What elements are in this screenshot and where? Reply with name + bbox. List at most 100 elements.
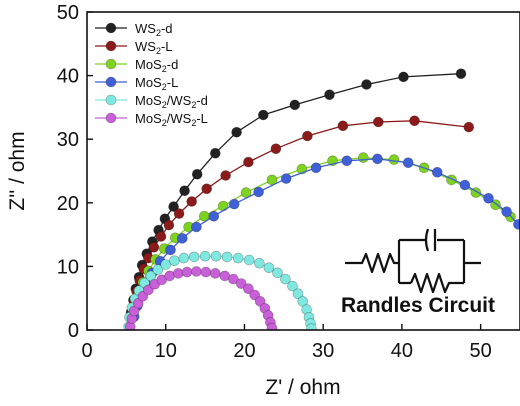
data-point (179, 185, 190, 196)
data-point (155, 231, 167, 242)
data-point (173, 268, 184, 279)
data-point (483, 193, 494, 204)
data-point (228, 273, 239, 285)
legend-label: MoS2/WS2-d (135, 93, 208, 110)
data-point (455, 68, 467, 79)
data-point (324, 89, 335, 100)
legend-label: MoS2/WS2-L (135, 111, 208, 128)
x-axis: 0 10 20 30 40 50 (81, 324, 492, 362)
x-tick-label: 50 (470, 340, 492, 362)
data-point (243, 283, 254, 295)
data-point (231, 126, 242, 138)
legend-marker (105, 40, 117, 52)
data-point (210, 250, 222, 262)
series-layer (123, 68, 520, 330)
y-tick-label: 40 (57, 66, 79, 88)
series-mos2-ws2-l (125, 266, 278, 330)
data-point (253, 186, 264, 198)
legend-marker (105, 94, 117, 106)
data-point (254, 257, 265, 269)
data-point (254, 296, 266, 307)
y-tick-label: 20 (57, 193, 79, 215)
data-point (501, 206, 512, 217)
data-point (145, 270, 157, 282)
y-tick-label: 30 (57, 129, 79, 151)
data-point (191, 266, 202, 277)
data-point (357, 152, 369, 163)
data-point (232, 252, 244, 264)
plot-frame (86, 11, 520, 331)
data-point (217, 200, 229, 212)
y-tick-label: 0 (68, 320, 79, 342)
data-point (302, 130, 313, 142)
data-point (163, 219, 175, 231)
data-point (165, 244, 176, 256)
data-point (459, 179, 471, 191)
x-tick-label: 20 (233, 340, 255, 362)
legend-item: WS2-d (95, 21, 173, 38)
data-point (201, 183, 212, 195)
x-tick-label: 10 (155, 340, 177, 362)
legend-label: WS2-d (135, 21, 173, 38)
data-point (199, 250, 211, 262)
legend-marker (105, 76, 117, 88)
data-point (236, 278, 247, 289)
data-point (361, 79, 372, 90)
data-point (513, 219, 520, 230)
data-point (402, 157, 414, 168)
data-point (263, 262, 275, 274)
data-point (337, 120, 349, 132)
data-point (177, 233, 188, 244)
legend-marker (105, 22, 117, 34)
y-axis-label: Z'' / ohm (6, 131, 29, 210)
legend-label: MoS2-L (135, 75, 178, 92)
data-point (289, 99, 301, 111)
y-tick-label: 50 (57, 2, 79, 24)
resistor-parallel-icon (409, 272, 452, 294)
parallel-branch-lines (397, 238, 481, 285)
data-point (188, 251, 200, 263)
data-point (169, 255, 180, 267)
x-tick-label: 30 (312, 340, 334, 362)
legend-marker (105, 58, 117, 70)
y-tick-label: 10 (57, 256, 79, 278)
data-point (431, 167, 443, 178)
data-point (220, 170, 231, 181)
data-point (287, 280, 298, 292)
data-point (152, 264, 164, 275)
data-point (191, 168, 203, 180)
data-point (372, 116, 384, 128)
data-point (306, 323, 317, 330)
data-point (257, 109, 269, 121)
randles-circuit-label: Randles Circuit (341, 294, 495, 317)
data-point (191, 221, 202, 233)
data-point (168, 201, 179, 212)
data-point (388, 154, 400, 165)
legend-item: WS2-L (95, 39, 173, 56)
data-point (266, 322, 278, 330)
data-point (463, 121, 475, 133)
legend-item: MoS2/WS2-d (95, 93, 208, 110)
legend-label: MoS2-d (135, 57, 178, 74)
resistor-series-icon (345, 252, 399, 274)
legend-item: MoS2-L (95, 75, 178, 92)
data-point (210, 268, 221, 279)
data-point (270, 143, 282, 154)
data-point (341, 155, 353, 167)
data-point (409, 115, 420, 127)
data-point (272, 267, 283, 279)
data-point (160, 259, 171, 270)
data-point (210, 147, 221, 159)
x-tick-label: 0 (81, 340, 92, 362)
data-point (181, 266, 193, 278)
legend-marker (105, 112, 117, 124)
data-point (132, 297, 144, 309)
capacitor-icon (424, 228, 437, 252)
data-point (178, 252, 190, 264)
data-point (297, 296, 309, 307)
data-point (372, 153, 383, 165)
data-point (208, 210, 220, 222)
data-point (243, 254, 255, 266)
